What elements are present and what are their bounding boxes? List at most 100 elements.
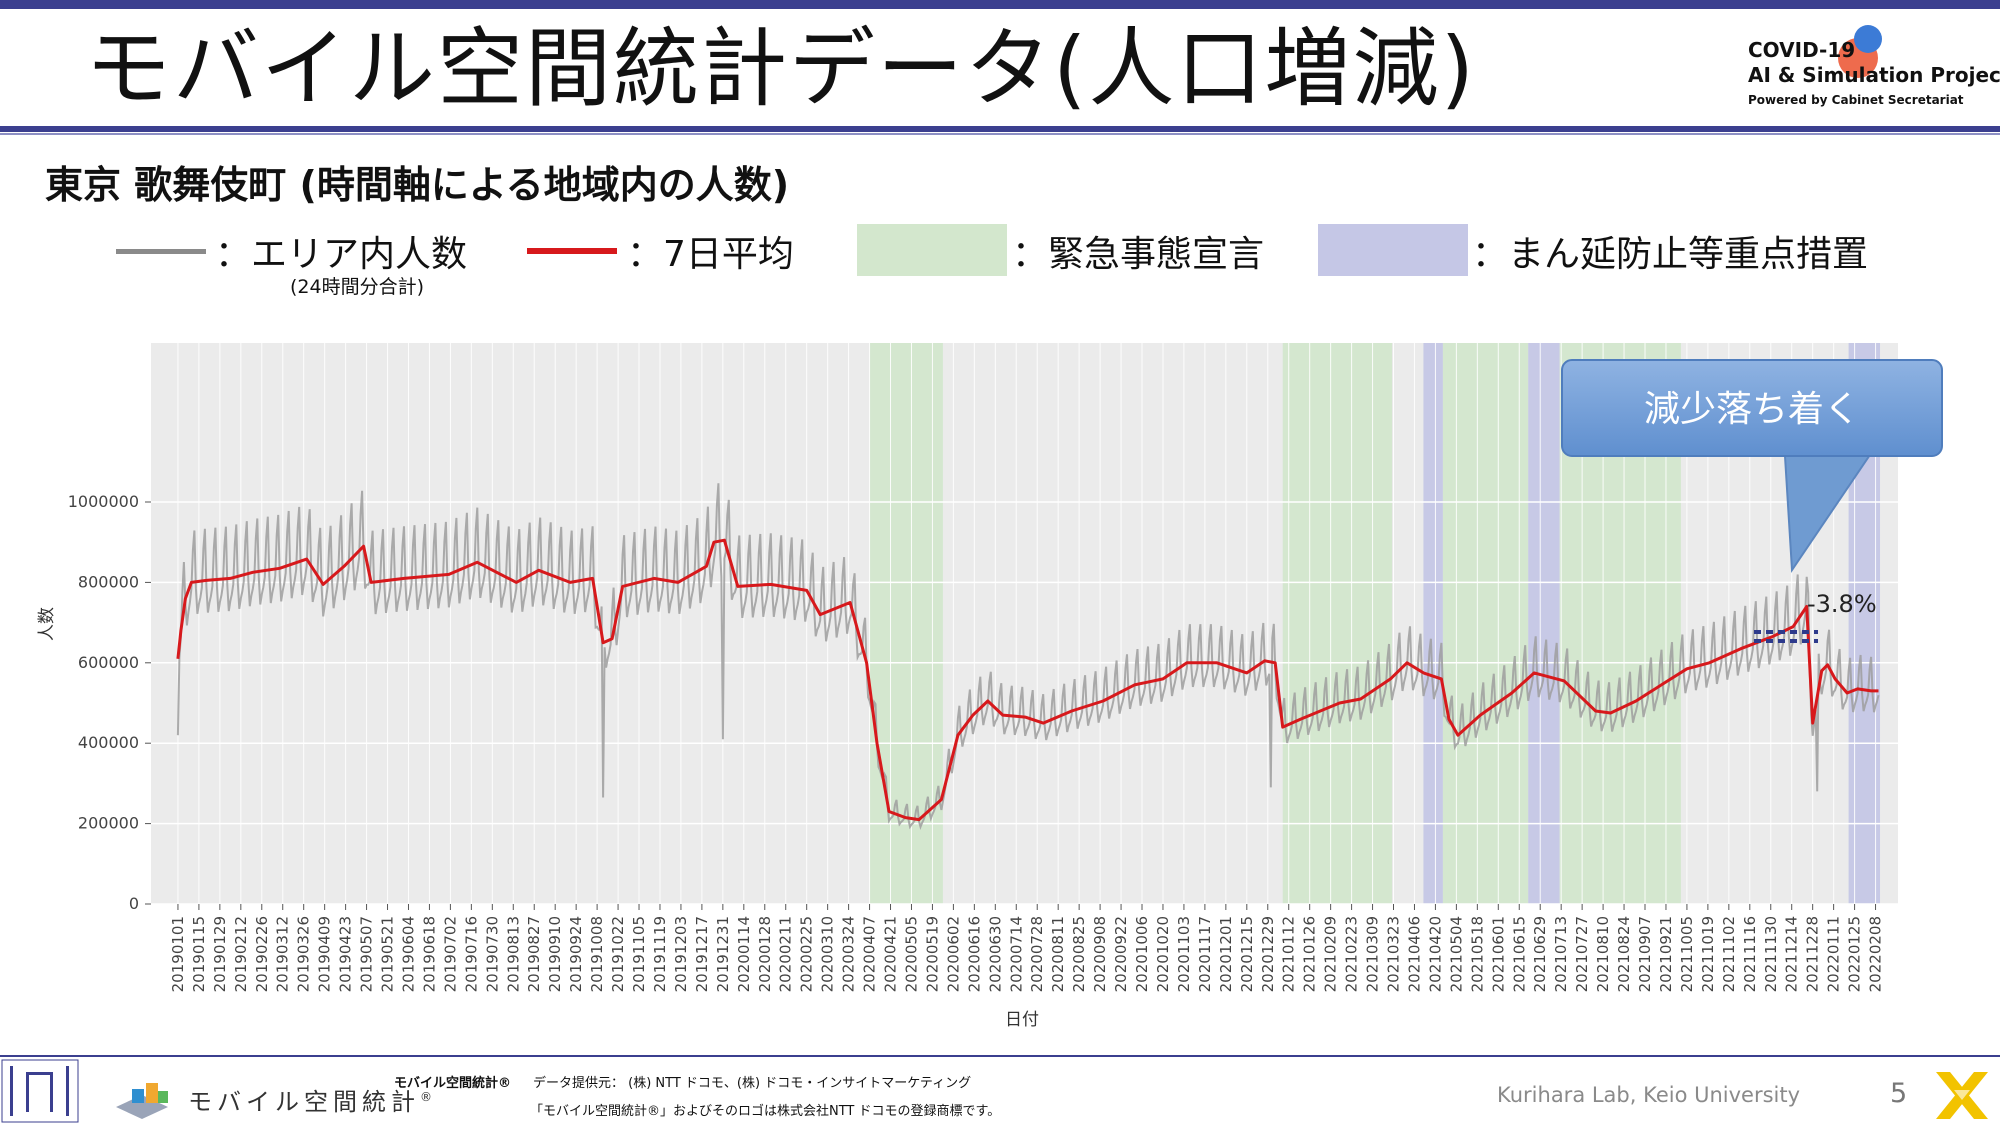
- x-tick-label: 20190813: [504, 916, 522, 992]
- x-tick-label: 20211214: [1783, 916, 1801, 992]
- emergency-period-3: [1442, 343, 1529, 904]
- x-tick-label: 20190827: [525, 916, 543, 992]
- dashed-markers: [1754, 630, 1818, 643]
- x-tick-label: 20190212: [232, 916, 250, 992]
- x-tick-label: 20210420: [1426, 916, 1444, 992]
- y-tick-label: 0: [129, 894, 139, 913]
- x-tick-label: 20210406: [1406, 916, 1424, 992]
- footer-registered: モバイル空間統計®: [394, 1076, 512, 1091]
- y-axis-label: 人数: [37, 607, 57, 641]
- brand-logo-icon: [116, 1083, 168, 1119]
- x-tick-label: 20190101: [169, 916, 187, 992]
- legend-swatch-avg: [527, 248, 617, 254]
- x-tick-label: 20200421: [882, 916, 900, 992]
- avg-series: [176, 538, 1879, 822]
- x-tick-label: 20210727: [1573, 916, 1591, 992]
- project-logo-line3: Powered by Cabinet Secretariat: [1748, 93, 1964, 107]
- x-tick-label: 20200324: [840, 916, 858, 992]
- x-tick-label: 20190115: [190, 916, 208, 992]
- x-tick-label: 20200211: [777, 916, 795, 992]
- x-tick-label: 20190129: [211, 916, 229, 992]
- y-axis-ticks: 0 200000 400000 600000 800000 1000000: [68, 492, 151, 913]
- x-tick-label: 20210309: [1364, 916, 1382, 992]
- daily-series: [176, 483, 1880, 830]
- legend-note-daily: (24時間分合計): [290, 276, 425, 298]
- x-tick-label: 20200728: [1028, 916, 1046, 992]
- legend-label-emergency: ：緊急事態宣言: [1012, 234, 1265, 275]
- callout-box: [1561, 359, 1943, 457]
- x-tick-label: 20190604: [400, 916, 418, 992]
- x-tick-label: 20220111: [1825, 916, 1843, 992]
- footer-lab: Kurihara Lab, Keio University: [1497, 1083, 1801, 1107]
- x-tick-label: 20190924: [567, 916, 585, 992]
- grid-lines: [151, 343, 1898, 905]
- x-tick-label: 20201020: [1154, 916, 1172, 992]
- x-tick-label: 20210601: [1489, 916, 1507, 992]
- x-tick-label: 20200407: [861, 916, 879, 992]
- x-tick-label: 20190618: [420, 916, 438, 992]
- university-logo-icon: [1, 1059, 79, 1123]
- legend-label-avg: ：7日平均: [627, 234, 794, 275]
- x-tick-label: 20210629: [1531, 916, 1549, 992]
- emergency-period-1: [1282, 343, 1393, 904]
- footer-rule: [0, 1055, 2000, 1057]
- slide-title: モバイル空間統計データ(人口増減): [85, 19, 1477, 119]
- y-tick-label: 400000: [78, 733, 139, 752]
- x-tick-label: 20200825: [1070, 916, 1088, 992]
- x-tick-label: 20190730: [483, 916, 501, 992]
- x-tick-label: 20210907: [1636, 916, 1654, 992]
- x-tick-label: 20201103: [1175, 916, 1193, 992]
- x-tick-label: 20200922: [1112, 916, 1130, 992]
- cross-logo-icon: [1936, 1072, 1988, 1119]
- y-tick-label: 600000: [78, 653, 139, 672]
- x-tick-label: 20190226: [253, 916, 271, 992]
- x-tick-label: 20190312: [274, 916, 292, 992]
- emergency-period-0: [869, 343, 943, 904]
- legend-swatch-manbo: [1318, 224, 1468, 276]
- y-tick-label: 800000: [78, 572, 139, 591]
- x-tick-label: 20201215: [1238, 916, 1256, 992]
- x-tick-label: 20210323: [1385, 916, 1403, 992]
- x-tick-label: 20191217: [693, 916, 711, 992]
- manbo-period-2: [1423, 343, 1443, 904]
- x-tick-label: 20200114: [735, 916, 753, 992]
- x-tick-label: 20191105: [630, 916, 648, 992]
- x-axis-label: 日付: [1005, 1010, 1039, 1030]
- x-tick-label: 20201006: [1133, 916, 1151, 992]
- x-tick-label: 20210810: [1594, 916, 1612, 992]
- x-tick-label: 20210126: [1301, 916, 1319, 992]
- x-tick-label: 20191231: [714, 916, 732, 992]
- x-tick-label: 20210824: [1615, 916, 1633, 992]
- x-tick-label: 20200310: [819, 916, 837, 992]
- legend-label-manbo: ：まん延防止等重点措置: [1472, 234, 1869, 275]
- project-logo-dot-blue: [1854, 25, 1882, 53]
- brand-mark: ®: [420, 1090, 432, 1104]
- x-axis-ticks: 20190101 20190115 20190129 20190212 20190226…: [169, 904, 1885, 992]
- x-tick-label: 20191203: [672, 916, 690, 992]
- brand-name: モバイル空間統計: [188, 1088, 420, 1116]
- x-tick-label: 20220125: [1846, 916, 1864, 992]
- x-tick-label: 20200811: [1049, 916, 1067, 992]
- x-tick-label: 20210518: [1468, 916, 1486, 992]
- x-tick-label: 20200519: [923, 916, 941, 992]
- x-tick-label: 20201117: [1196, 916, 1214, 992]
- header-rule-thin: [0, 133, 2000, 135]
- footer-provider: データ提供元： (株) NTT ドコモ、(株) ドコモ・インサイトマーケティング: [533, 1076, 972, 1091]
- avg-series-line: [176, 538, 1879, 822]
- legend-swatch-emergency: [857, 224, 1007, 276]
- x-tick-label: 20210615: [1510, 916, 1528, 992]
- x-tick-label: 20190326: [295, 916, 313, 992]
- x-tick-label: 20211102: [1720, 916, 1738, 992]
- x-tick-label: 20210209: [1322, 916, 1340, 992]
- callout-value: -3.8%: [1807, 590, 1877, 618]
- x-tick-label: 20190716: [462, 916, 480, 992]
- x-tick-label: 20200908: [1091, 916, 1109, 992]
- x-tick-label: 20190521: [379, 916, 397, 992]
- x-tick-label: 20210713: [1552, 916, 1570, 992]
- x-tick-label: 20200128: [756, 916, 774, 992]
- x-tick-label: 20201229: [1259, 916, 1277, 992]
- x-tick-label: 20210223: [1343, 916, 1361, 992]
- x-tick-label: 20191119: [651, 916, 669, 992]
- x-tick-label: 20191008: [588, 916, 606, 992]
- y-tick-label: 1000000: [68, 492, 139, 511]
